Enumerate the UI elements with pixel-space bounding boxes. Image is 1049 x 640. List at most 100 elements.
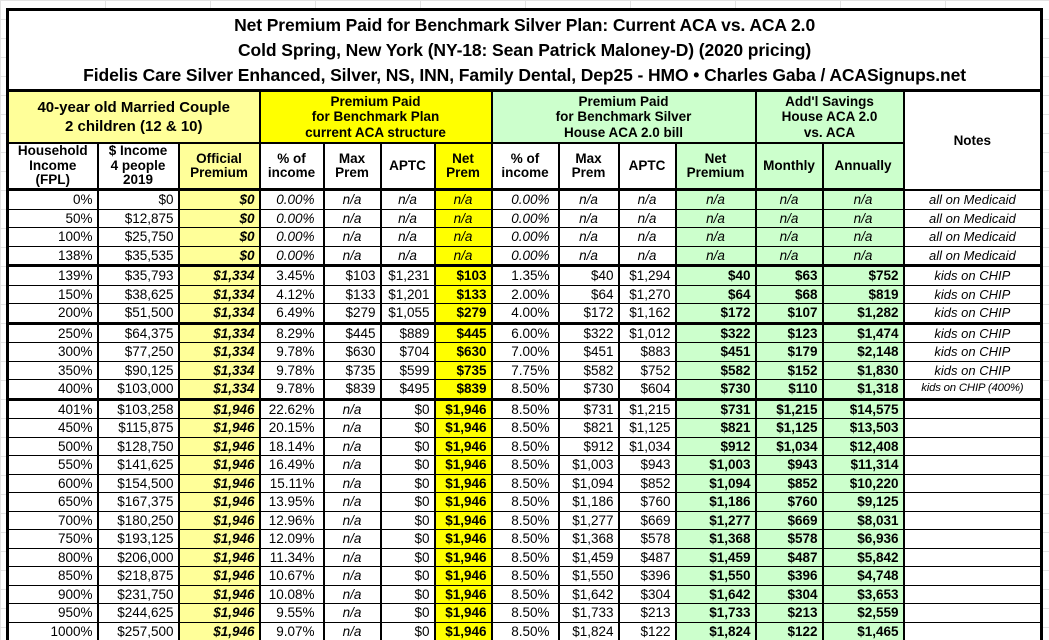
cell-aca2-aptc[interactable]: $1,294 — [617, 265, 676, 285]
cell-fpl[interactable]: 1000% — [6, 621, 98, 640]
cell-income[interactable]: $128,750 — [96, 436, 179, 456]
cell-income[interactable]: $25,750 — [96, 227, 179, 246]
cell-aca2-net-premium[interactable]: $1,550 — [674, 566, 756, 585]
cell-note[interactable] — [902, 603, 1042, 622]
cell-aca2-net-premium[interactable]: $912 — [674, 436, 756, 456]
cell-savings-annually[interactable]: $1,830 — [821, 360, 904, 380]
cell-aca-aptc[interactable]: $0 — [379, 529, 435, 548]
cell-aca2-aptc[interactable]: $760 — [617, 492, 676, 511]
cell-savings-annually[interactable]: $1,465 — [821, 621, 904, 640]
cell-aca2-pct-income[interactable]: 8.50% — [490, 603, 559, 622]
cell-savings-annually[interactable]: $12,408 — [821, 436, 904, 456]
cell-aca2-aptc[interactable]: $1,215 — [617, 398, 676, 419]
cell-aca2-net-premium[interactable]: $1,642 — [674, 584, 756, 604]
group-header-demographics[interactable]: 40-year old Married Couple 2 children (1… — [6, 90, 260, 144]
cell-savings-monthly[interactable]: $1,034 — [754, 436, 823, 456]
cell-aca-aptc[interactable]: $599 — [379, 360, 435, 380]
cell-aca2-net-premium[interactable]: $1,277 — [674, 510, 756, 530]
cell-aca-pct-income[interactable]: 18.14% — [258, 436, 324, 456]
cell-savings-monthly[interactable]: $110 — [754, 379, 823, 401]
cell-income[interactable]: $218,875 — [96, 566, 179, 585]
cell-aca2-aptc[interactable]: $943 — [617, 455, 676, 474]
cell-aca-aptc[interactable]: $0 — [379, 398, 435, 419]
cell-aca2-max-prem[interactable]: $730 — [557, 379, 619, 401]
cell-savings-annually[interactable]: $752 — [821, 265, 904, 285]
cell-aca2-max-prem[interactable]: $322 — [557, 322, 619, 343]
cell-aca2-aptc[interactable]: n/a — [617, 189, 676, 209]
cell-income[interactable]: $257,500 — [96, 621, 179, 640]
cell-aca-net-prem[interactable]: $1,946 — [433, 492, 492, 511]
cell-aca-max-prem[interactable]: n/a — [322, 418, 381, 437]
cell-fpl[interactable]: 900% — [6, 584, 98, 604]
cell-aca2-pct-income[interactable]: 8.50% — [490, 455, 559, 474]
cell-aca2-net-premium[interactable]: $1,003 — [674, 455, 756, 474]
cell-aca-aptc[interactable]: $0 — [379, 473, 435, 493]
cell-income[interactable]: $103,258 — [96, 398, 179, 419]
cell-aca-net-prem[interactable]: $1,946 — [433, 584, 492, 604]
cell-aca-pct-income[interactable]: 10.08% — [258, 584, 324, 604]
cell-aca2-aptc[interactable]: $1,125 — [617, 418, 676, 437]
cell-note[interactable]: all on Medicaid — [902, 208, 1042, 228]
cell-aca-net-prem[interactable]: $1,946 — [433, 547, 492, 567]
cell-aca-net-prem[interactable]: $1,946 — [433, 418, 492, 437]
cell-aca2-max-prem[interactable]: $1,550 — [557, 566, 619, 585]
cell-aca2-aptc[interactable]: $213 — [617, 603, 676, 622]
cell-income[interactable]: $231,750 — [96, 584, 179, 604]
cell-official-premium[interactable]: $1,334 — [177, 322, 260, 343]
cell-note[interactable] — [902, 584, 1042, 604]
cell-aca2-aptc[interactable]: $487 — [617, 547, 676, 567]
cell-aca-net-prem[interactable]: $1,946 — [433, 398, 492, 419]
cell-official-premium[interactable]: $1,946 — [177, 398, 260, 419]
cell-aca-pct-income[interactable]: 8.29% — [258, 322, 324, 343]
cell-aca-net-prem[interactable]: $445 — [433, 322, 492, 343]
cell-aca-pct-income[interactable]: 3.45% — [258, 265, 324, 285]
cell-note[interactable]: kids on CHIP — [902, 265, 1042, 285]
cell-aca-net-prem[interactable]: $630 — [433, 342, 492, 361]
cell-income[interactable]: $115,875 — [96, 418, 179, 437]
cell-fpl[interactable]: 138% — [6, 245, 98, 267]
cell-aca2-net-premium[interactable]: $821 — [674, 418, 756, 437]
cell-note[interactable] — [902, 621, 1042, 640]
cell-savings-monthly[interactable]: $669 — [754, 510, 823, 530]
cell-income[interactable]: $206,000 — [96, 547, 179, 567]
cell-savings-annually[interactable]: n/a — [821, 245, 904, 267]
cell-aca2-net-premium[interactable]: $40 — [674, 265, 756, 285]
cell-savings-monthly[interactable]: $213 — [754, 603, 823, 622]
cell-aca2-pct-income[interactable]: 6.00% — [490, 322, 559, 343]
cell-official-premium[interactable]: $1,946 — [177, 492, 260, 511]
cell-aca-net-prem[interactable]: $1,946 — [433, 510, 492, 530]
cell-official-premium[interactable]: $1,334 — [177, 360, 260, 380]
cell-aca-pct-income[interactable]: 11.34% — [258, 547, 324, 567]
cell-savings-monthly[interactable]: $179 — [754, 342, 823, 361]
cell-aca2-net-premium[interactable]: n/a — [674, 245, 756, 267]
cell-fpl[interactable]: 550% — [6, 455, 98, 474]
cell-savings-annually[interactable]: $10,220 — [821, 473, 904, 493]
cell-aca2-aptc[interactable]: $883 — [617, 342, 676, 361]
cell-note[interactable] — [902, 398, 1042, 419]
cell-note[interactable] — [902, 547, 1042, 567]
cell-income[interactable]: $90,125 — [96, 360, 179, 380]
cell-aca2-net-premium[interactable]: $322 — [674, 322, 756, 343]
cell-savings-annually[interactable]: $2,559 — [821, 603, 904, 622]
column-header-income[interactable]: $ Income 4 people 2019 — [96, 142, 179, 191]
cell-aca-max-prem[interactable]: n/a — [322, 492, 381, 511]
cell-aca2-max-prem[interactable]: n/a — [557, 189, 619, 209]
cell-aca2-net-premium[interactable]: n/a — [674, 227, 756, 246]
cell-aca-net-prem[interactable]: $103 — [433, 265, 492, 285]
cell-aca-aptc[interactable]: $0 — [379, 566, 435, 585]
cell-aca2-aptc[interactable]: n/a — [617, 245, 676, 267]
cell-aca2-net-premium[interactable]: $1,186 — [674, 492, 756, 511]
cell-official-premium[interactable]: $1,334 — [177, 284, 260, 304]
group-header-current-aca[interactable]: Premium Paid for Benchmark Plan current … — [258, 90, 492, 144]
cell-savings-annually[interactable]: $9,125 — [821, 492, 904, 511]
cell-aca-max-prem[interactable]: n/a — [322, 584, 381, 604]
cell-aca-aptc[interactable]: $495 — [379, 379, 435, 401]
cell-fpl[interactable]: 350% — [6, 360, 98, 380]
cell-aca-aptc[interactable]: $0 — [379, 510, 435, 530]
table-title-cell[interactable]: Net Premium Paid for Benchmark Silver Pl… — [7, 9, 1042, 92]
cell-aca-max-prem[interactable]: n/a — [322, 510, 381, 530]
cell-aca2-pct-income[interactable]: 8.50% — [490, 584, 559, 604]
column-header-aca-net-prem[interactable]: Net Prem — [433, 142, 492, 191]
cell-official-premium[interactable]: $1,946 — [177, 566, 260, 585]
cell-aca2-max-prem[interactable]: $1,094 — [557, 473, 619, 493]
